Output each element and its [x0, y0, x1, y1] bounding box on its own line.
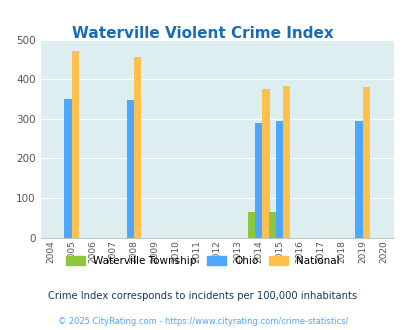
- Bar: [64, 99, 72, 238]
- Text: Waterville Violent Crime Index: Waterville Violent Crime Index: [72, 26, 333, 41]
- Bar: [362, 87, 369, 238]
- Bar: [268, 212, 275, 238]
- Bar: [275, 121, 282, 238]
- Bar: [134, 57, 141, 238]
- Bar: [262, 89, 269, 238]
- Legend: Waterville Township, Ohio, National: Waterville Township, Ohio, National: [62, 252, 343, 270]
- Bar: [126, 100, 134, 238]
- Text: Crime Index corresponds to incidents per 100,000 inhabitants: Crime Index corresponds to incidents per…: [48, 291, 357, 301]
- Text: © 2025 CityRating.com - https://www.cityrating.com/crime-statistics/: © 2025 CityRating.com - https://www.city…: [58, 317, 347, 326]
- Bar: [354, 121, 362, 238]
- Bar: [282, 86, 290, 238]
- Bar: [247, 212, 254, 238]
- Bar: [72, 51, 79, 238]
- Bar: [254, 123, 262, 238]
